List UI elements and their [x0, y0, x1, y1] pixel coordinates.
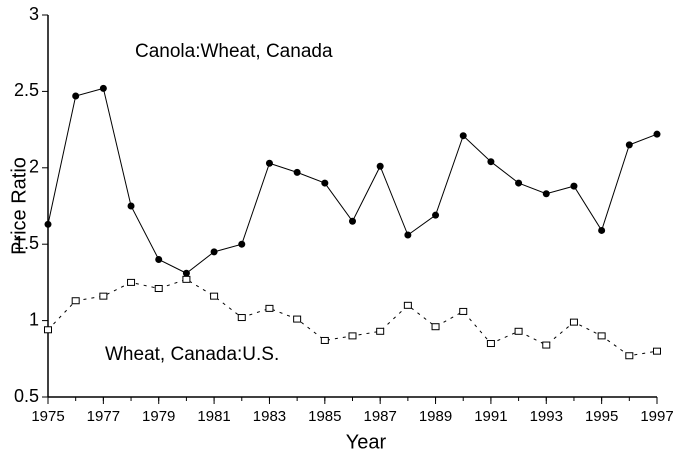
- point: [265, 304, 274, 312]
- point: [514, 327, 523, 335]
- x-tick-label: 1993: [530, 408, 563, 425]
- y-tick-label: 1.5: [14, 233, 39, 253]
- point: [155, 255, 163, 263]
- point: [293, 168, 301, 176]
- point: [431, 323, 440, 331]
- x-tick-label: 1981: [197, 408, 230, 425]
- point: [376, 327, 385, 335]
- point: [210, 292, 219, 300]
- point: [542, 190, 550, 198]
- y-axis-title: Price Ratio: [8, 157, 30, 255]
- point: [321, 179, 329, 187]
- point: [459, 132, 467, 140]
- point: [238, 240, 246, 248]
- point: [542, 341, 551, 349]
- point: [570, 182, 578, 190]
- x-tick-label: 1975: [31, 408, 64, 425]
- x-tick-label: 1987: [363, 408, 396, 425]
- point: [72, 92, 80, 100]
- x-tick-label: 1991: [474, 408, 507, 425]
- point: [376, 162, 384, 170]
- point: [127, 278, 136, 286]
- point: [154, 285, 163, 293]
- x-tick-label: 1989: [419, 408, 452, 425]
- point: [404, 231, 412, 239]
- y-tick-label: 2.5: [14, 80, 39, 100]
- y-tick-label: 2: [29, 157, 39, 177]
- point: [71, 297, 80, 305]
- y-tick-label: 3: [29, 4, 39, 24]
- x-tick-label: 1979: [142, 408, 175, 425]
- y-tick-label: 1: [29, 309, 39, 329]
- point: [597, 332, 606, 340]
- point: [293, 315, 302, 323]
- x-axis-title: Year: [346, 431, 387, 453]
- point: [99, 84, 107, 92]
- point: [403, 301, 412, 309]
- point: [349, 217, 356, 225]
- point: [265, 159, 273, 167]
- point: [320, 336, 329, 344]
- series-line: [47, 87, 658, 274]
- x-tick-label: 1977: [87, 408, 120, 425]
- y-tick-label: 0.5: [14, 386, 39, 406]
- point: [598, 226, 606, 234]
- x-tick-label: 1985: [308, 408, 341, 425]
- point: [515, 179, 523, 187]
- point: [569, 318, 578, 326]
- point: [182, 269, 190, 277]
- point: [348, 332, 357, 340]
- point: [625, 141, 633, 149]
- x-tick-label: 1997: [640, 408, 673, 425]
- point: [486, 340, 495, 348]
- point: [182, 275, 191, 283]
- point: [237, 314, 246, 322]
- point: [44, 326, 52, 334]
- x-tick-label: 1983: [253, 408, 286, 425]
- point: [44, 220, 52, 228]
- point: [127, 202, 135, 210]
- annotation: Wheat, Canada:U.S.: [105, 344, 279, 365]
- annotation: Canola:Wheat, Canada: [135, 41, 333, 62]
- point: [210, 248, 218, 256]
- point: [99, 292, 108, 300]
- point: [487, 158, 495, 166]
- point: [653, 347, 661, 355]
- point: [432, 211, 440, 219]
- point: [653, 130, 661, 138]
- x-tick-label: 1995: [585, 408, 618, 425]
- point: [459, 307, 468, 315]
- point: [625, 352, 634, 360]
